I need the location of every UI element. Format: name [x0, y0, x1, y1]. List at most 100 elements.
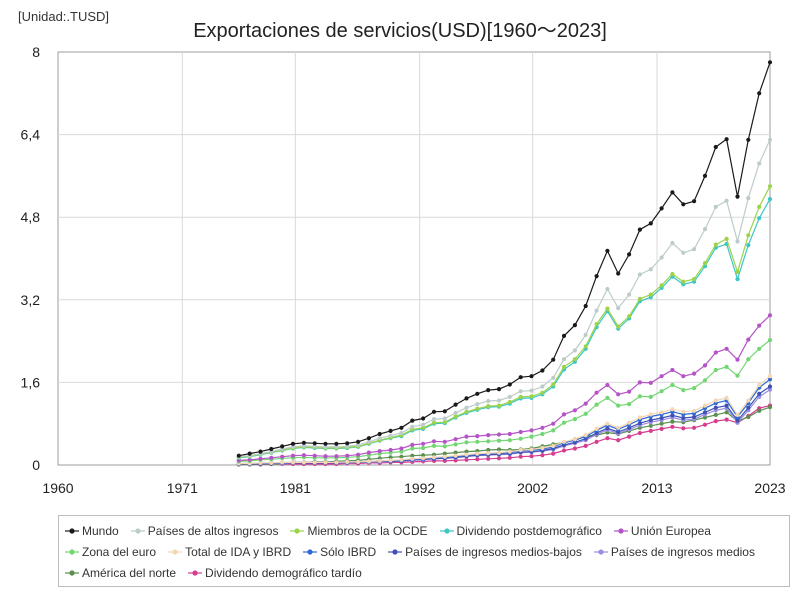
data-point	[583, 332, 588, 337]
data-point	[670, 407, 675, 412]
data-point	[713, 405, 718, 410]
data-point	[421, 416, 426, 421]
data-point	[735, 357, 740, 362]
legend-marker-icon	[168, 548, 183, 555]
legend-item: Países de ingresos medios-bajos	[388, 541, 582, 562]
data-point	[280, 460, 285, 465]
x-tick-label: 2023	[754, 480, 785, 496]
data-point	[388, 447, 393, 453]
data-point	[507, 431, 512, 437]
data-point	[724, 137, 729, 142]
data-point	[637, 296, 643, 301]
series-unión-europea	[236, 313, 773, 463]
data-point	[594, 322, 599, 327]
legend-marker-icon	[65, 548, 79, 555]
data-point	[572, 417, 578, 422]
axis-ticks: 0 1,6 3,2 4,8 6,4 8 1960 1971 1981 1992 2002 2013 20…	[21, 44, 786, 496]
data-point	[475, 402, 480, 407]
data-point	[627, 434, 632, 439]
data-point	[702, 227, 708, 232]
data-point	[453, 414, 458, 419]
data-point	[410, 424, 415, 429]
data-point	[269, 446, 274, 452]
data-point	[540, 425, 545, 430]
legend-marker-icon	[388, 548, 403, 555]
data-point	[388, 458, 393, 463]
data-point	[464, 440, 469, 445]
legend: Mundo Países de altos ingresos Miembros de…	[58, 515, 790, 587]
data-point	[605, 426, 610, 431]
data-point	[616, 425, 621, 430]
data-point	[507, 382, 512, 387]
data-point	[551, 375, 556, 380]
data-point	[757, 204, 762, 209]
data-point	[529, 374, 534, 379]
series-total-de-ida-y-ibrd	[236, 374, 773, 466]
data-point	[627, 252, 632, 257]
y-tick-label: 1,6	[21, 374, 41, 390]
data-point	[345, 441, 350, 446]
data-point	[496, 398, 502, 403]
data-point	[692, 425, 697, 430]
data-point	[637, 421, 643, 426]
data-point	[529, 428, 534, 433]
data-point	[713, 367, 718, 373]
data-point	[442, 444, 447, 449]
data-point	[659, 255, 664, 260]
data-point	[757, 161, 762, 166]
data-point	[767, 374, 773, 379]
data-point	[529, 394, 534, 399]
data-point	[616, 403, 621, 408]
data-point	[757, 382, 762, 388]
data-point	[399, 425, 404, 430]
data-point	[767, 338, 773, 343]
data-point	[692, 199, 697, 204]
data-point	[507, 455, 512, 460]
data-point	[670, 271, 675, 277]
data-point	[529, 388, 534, 393]
legend-label: Países de ingresos medios-bajos	[405, 544, 582, 559]
data-point	[713, 144, 718, 150]
data-point	[681, 415, 686, 421]
data-point	[366, 436, 371, 441]
data-point	[637, 380, 643, 385]
data-point	[561, 412, 567, 417]
data-point	[486, 451, 491, 456]
data-point	[290, 444, 296, 449]
data-point	[627, 420, 632, 425]
y-tick-label: 3,2	[21, 292, 41, 308]
data-point	[518, 447, 523, 453]
data-point	[247, 451, 252, 456]
data-point	[453, 410, 458, 415]
data-point	[724, 198, 729, 203]
data-point	[561, 364, 567, 369]
data-point	[301, 440, 306, 445]
data-point	[486, 456, 491, 461]
legend-label: América del norte	[82, 565, 177, 580]
data-point	[323, 454, 328, 459]
data-point	[475, 406, 480, 411]
legend-marker-icon	[613, 527, 628, 534]
data-point	[757, 391, 762, 396]
data-point	[659, 410, 664, 415]
data-point	[247, 457, 252, 462]
data-point	[648, 394, 653, 399]
data-point	[377, 458, 382, 463]
data-point	[681, 202, 686, 207]
data-point	[757, 323, 762, 328]
legend-item: Sólo IBRD	[303, 541, 376, 562]
data-point	[572, 323, 578, 328]
legend-label: Dividendo demográfico tardío	[205, 565, 362, 580]
data-point	[323, 460, 328, 465]
series-países-de-ingresos-medios-bajos	[236, 384, 773, 467]
data-point	[594, 390, 599, 395]
data-point	[627, 425, 632, 430]
legend-item: Mundo	[65, 520, 119, 541]
legend-item: Países de altos ingresos	[130, 520, 278, 541]
data-point	[692, 408, 697, 413]
data-point	[551, 382, 556, 387]
data-point	[757, 408, 762, 413]
data-point	[496, 447, 502, 452]
x-tick-label: 1971	[167, 480, 198, 496]
data-point	[605, 436, 610, 441]
